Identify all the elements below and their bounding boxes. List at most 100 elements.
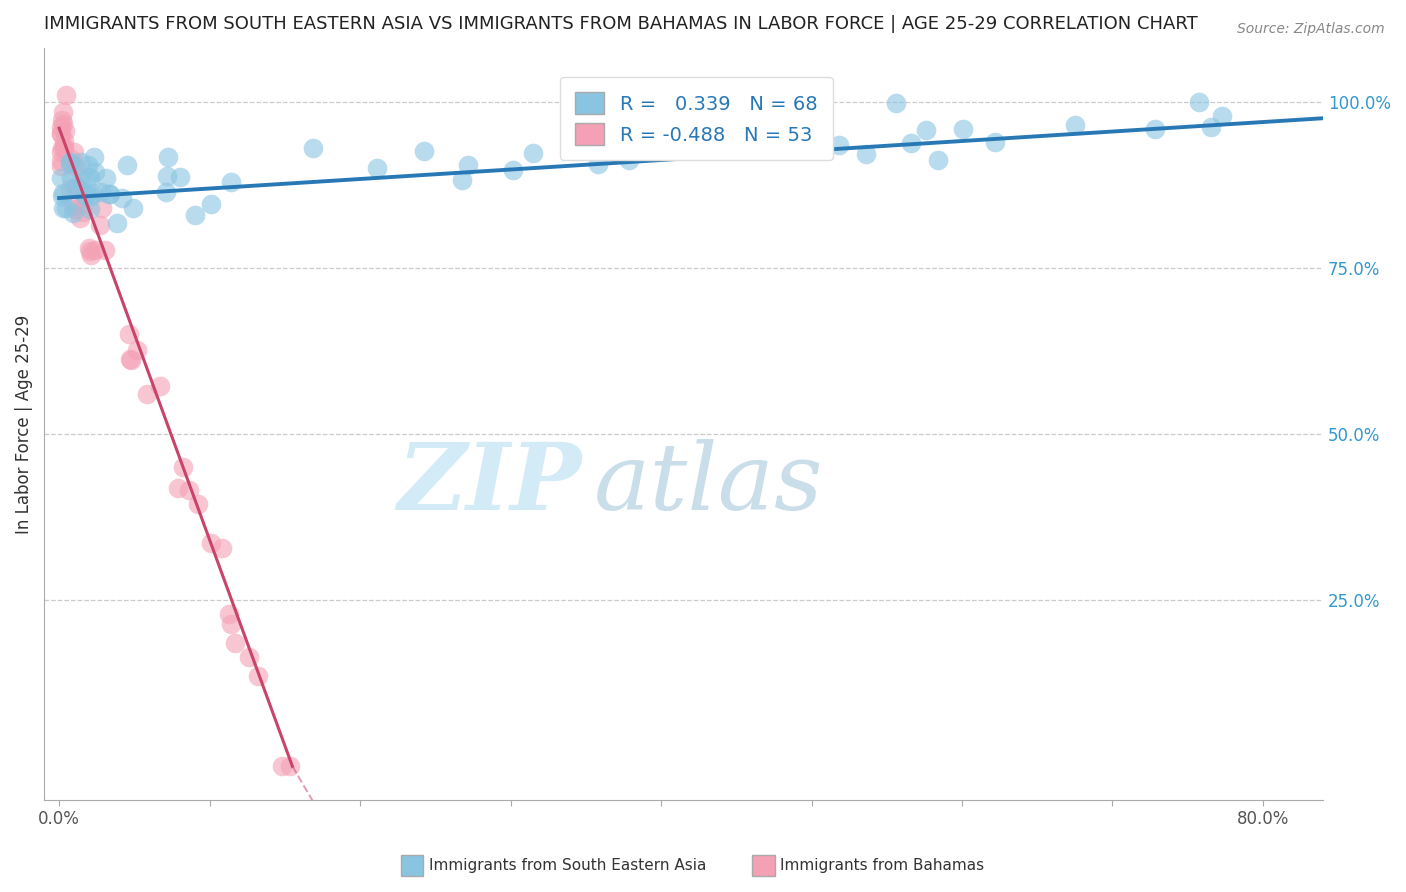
Point	[79, 189, 101, 203]
Point	[52, 117, 75, 131]
Point	[62, 198, 84, 212]
Text: Immigrants from Bahamas: Immigrants from Bahamas	[780, 858, 984, 872]
Point	[80, 248, 103, 262]
Point	[413, 144, 436, 158]
Point	[69, 183, 91, 197]
Point	[172, 459, 194, 474]
Point	[1201, 120, 1223, 134]
Point	[63, 202, 86, 217]
Point	[58, 155, 80, 169]
Point	[246, 669, 269, 683]
Point	[72, 205, 94, 219]
Point	[89, 218, 111, 232]
Point	[1188, 95, 1211, 109]
Point	[49, 128, 72, 142]
Point	[66, 180, 89, 194]
Point	[52, 141, 75, 155]
Point	[66, 179, 89, 194]
Point	[238, 650, 260, 665]
Point	[1064, 119, 1087, 133]
Point	[49, 170, 72, 185]
Point	[49, 153, 72, 168]
Point	[828, 138, 851, 153]
Point	[927, 153, 949, 167]
Text: IMMIGRANTS FROM SOUTH EASTERN ASIA VS IMMIGRANTS FROM BAHAMAS IN LABOR FORCE | A: IMMIGRANTS FROM SOUTH EASTERN ASIA VS IM…	[44, 15, 1198, 33]
Point	[69, 155, 91, 169]
Point	[55, 201, 77, 215]
Text: Source: ZipAtlas.com: Source: ZipAtlas.com	[1237, 22, 1385, 37]
Point	[79, 202, 101, 216]
Point	[117, 158, 139, 172]
Point	[63, 181, 86, 195]
Point	[105, 216, 128, 230]
Point	[77, 169, 100, 184]
Point	[156, 150, 179, 164]
Point	[60, 153, 83, 167]
Point	[49, 159, 72, 173]
Point	[915, 123, 938, 137]
Text: atlas: atlas	[595, 439, 824, 529]
Point	[588, 157, 610, 171]
Point	[224, 636, 246, 650]
Point	[65, 160, 87, 174]
Point	[219, 616, 242, 631]
Point	[75, 186, 97, 201]
Point	[780, 124, 803, 138]
Point	[49, 126, 72, 140]
Point	[699, 136, 721, 150]
Point	[121, 202, 143, 216]
Point	[572, 140, 595, 154]
Point	[118, 352, 141, 367]
Point	[55, 88, 77, 103]
Point	[617, 153, 640, 167]
Point	[84, 244, 107, 258]
Point	[79, 169, 101, 184]
Point	[366, 161, 388, 175]
Point	[900, 136, 922, 150]
Point	[522, 145, 544, 160]
Point	[211, 541, 233, 555]
Point	[1143, 122, 1166, 136]
Point	[149, 379, 172, 393]
Point	[451, 173, 474, 187]
Point	[83, 150, 105, 164]
Point	[120, 352, 142, 367]
Point	[69, 211, 91, 225]
Point	[855, 147, 877, 161]
Point	[952, 121, 974, 136]
Point	[59, 155, 82, 169]
Point	[62, 205, 84, 219]
Point	[166, 481, 188, 495]
Point	[77, 241, 100, 255]
Point	[91, 201, 114, 215]
Point	[98, 186, 121, 201]
Point	[51, 189, 73, 203]
Point	[221, 175, 243, 189]
Point	[700, 141, 723, 155]
Point	[457, 158, 479, 172]
Point	[51, 141, 73, 155]
Point	[49, 120, 72, 134]
Point	[53, 140, 76, 154]
Point	[582, 117, 605, 131]
Point	[278, 759, 301, 773]
Point	[884, 96, 907, 111]
Point	[84, 165, 107, 179]
Point	[100, 186, 122, 201]
Point	[183, 209, 205, 223]
Point	[53, 123, 76, 137]
Point	[502, 163, 524, 178]
Point	[82, 186, 104, 200]
Point	[179, 483, 201, 497]
Point	[200, 536, 222, 550]
Point	[984, 135, 1007, 149]
Point	[59, 182, 82, 196]
Point	[125, 343, 148, 357]
Point	[187, 497, 209, 511]
Point	[52, 104, 75, 119]
Point	[49, 145, 72, 159]
Point	[136, 387, 159, 401]
Point	[94, 170, 117, 185]
Point	[69, 173, 91, 187]
Point	[156, 169, 179, 184]
